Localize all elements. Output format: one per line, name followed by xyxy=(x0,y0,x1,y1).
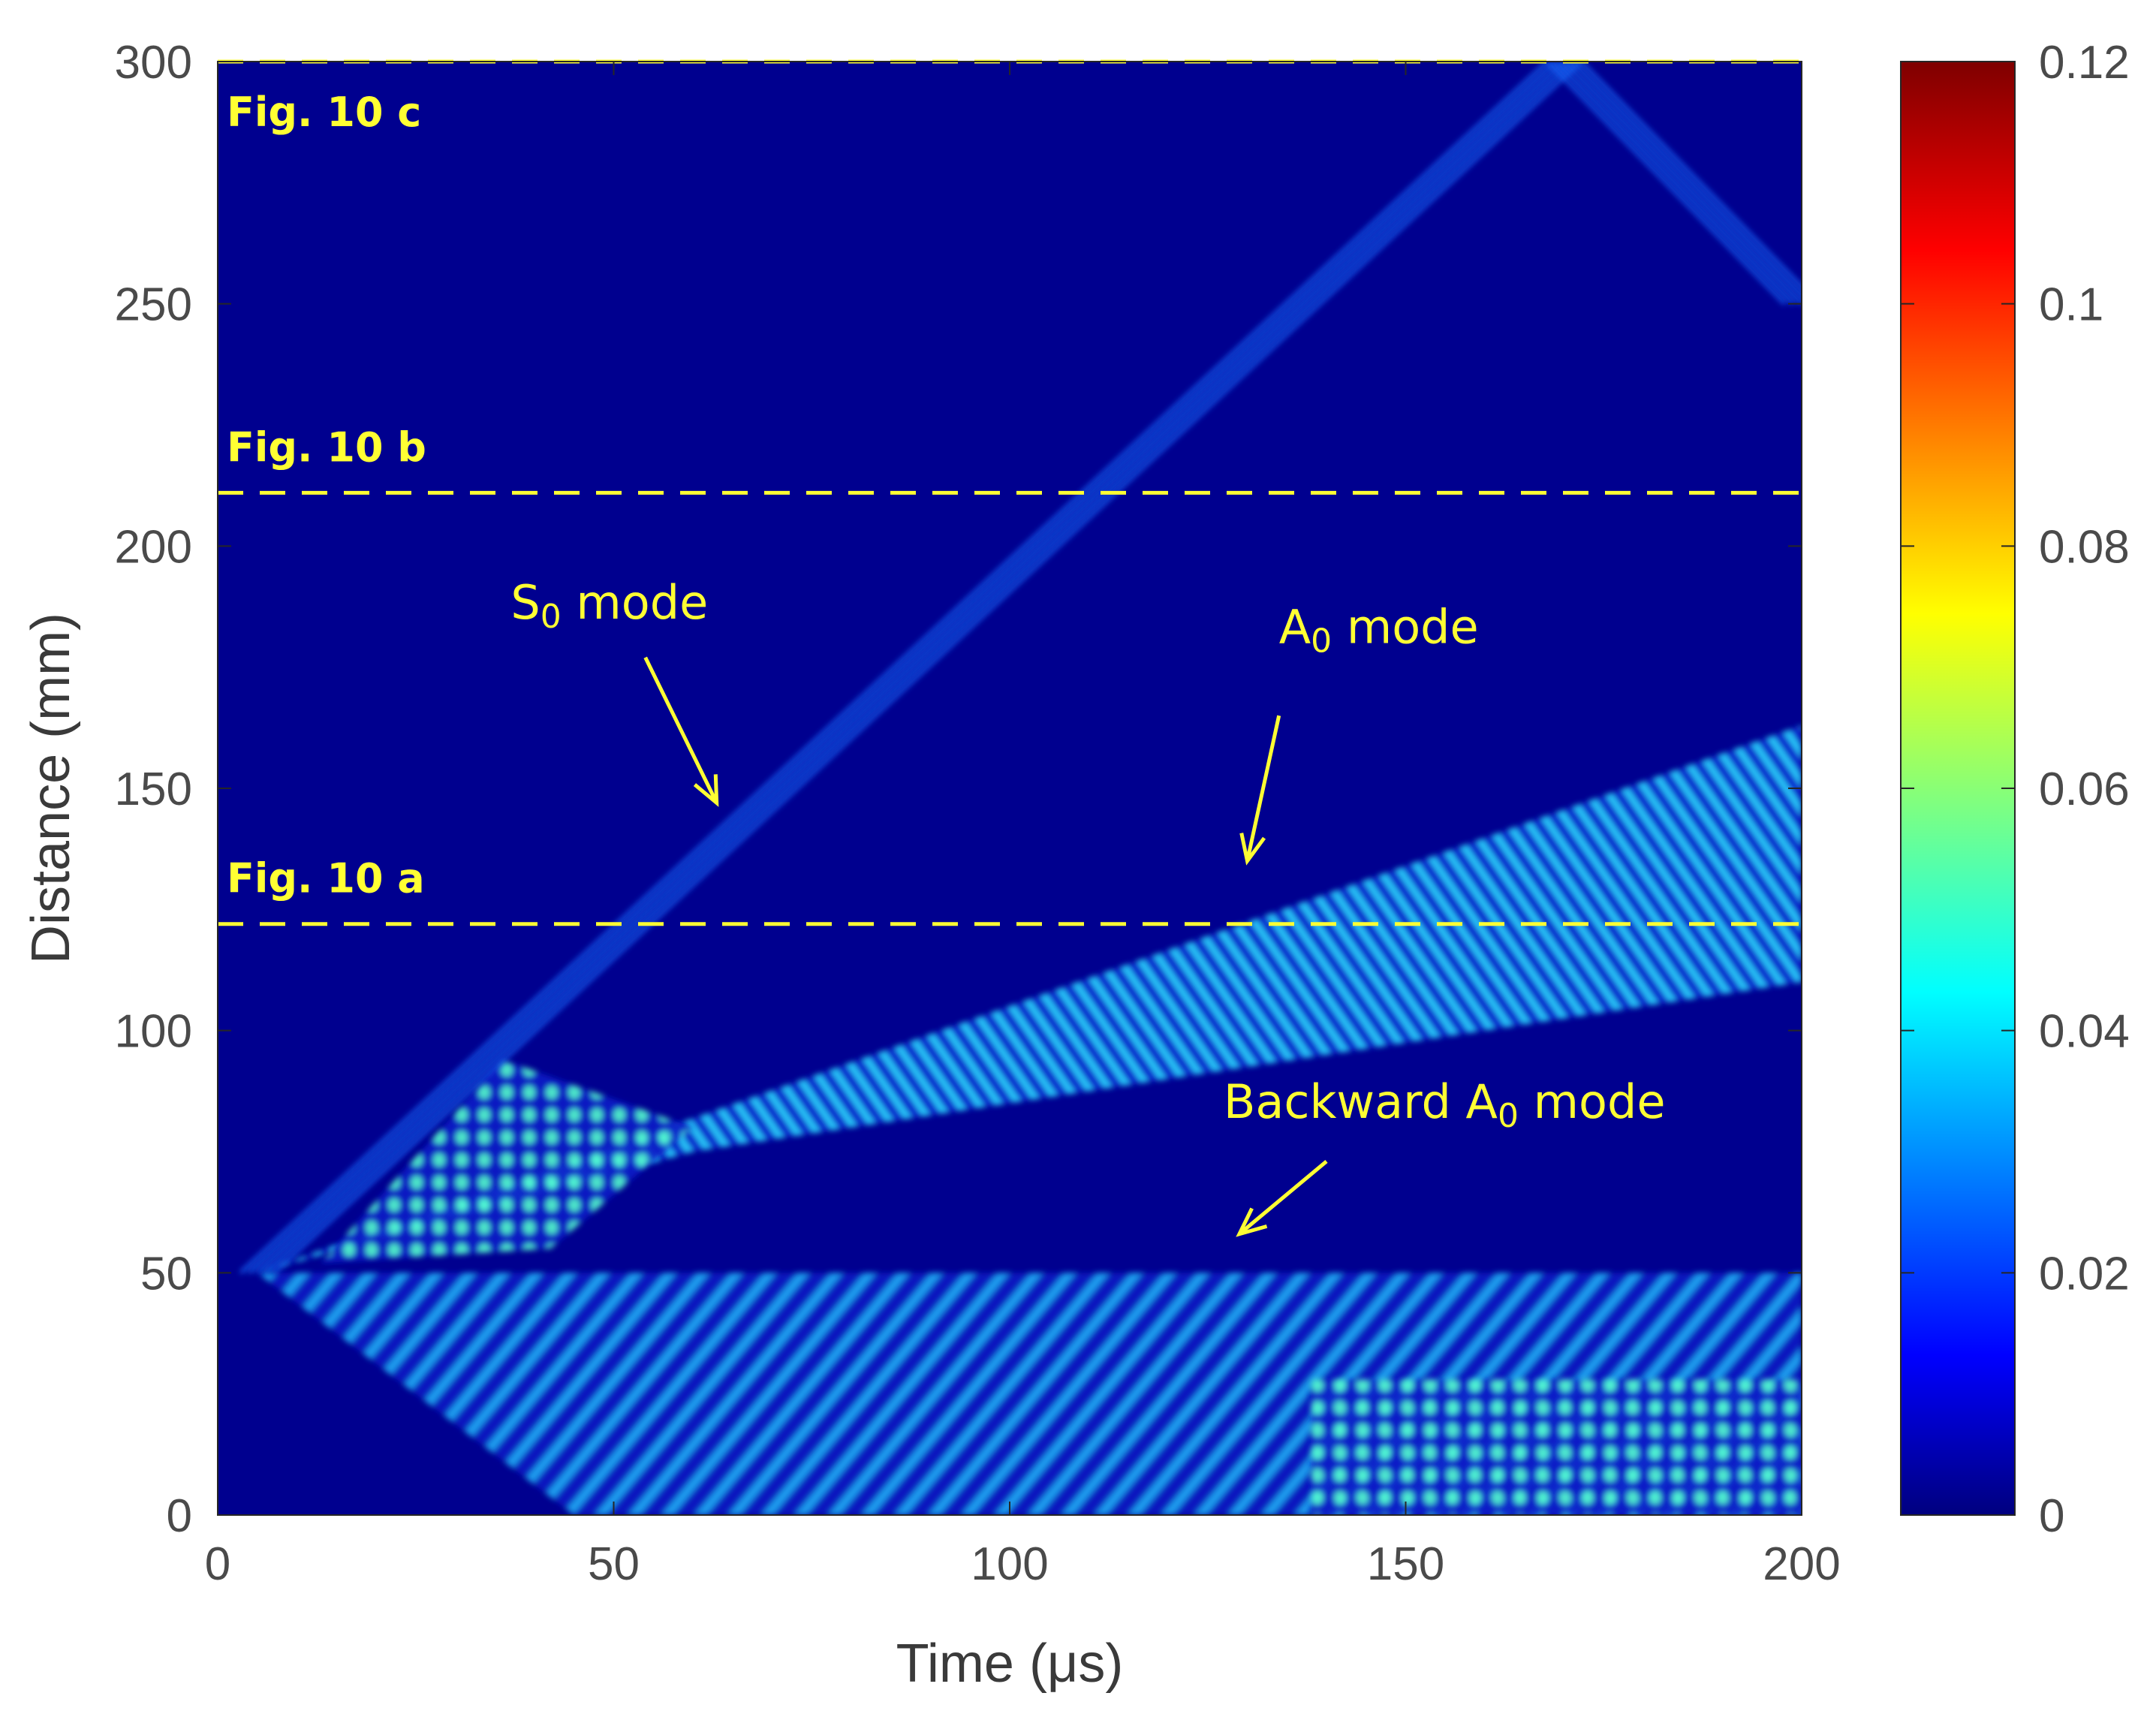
reference-line-label: Fig. 10 a xyxy=(227,855,425,902)
y-tick-label: 300 xyxy=(115,37,192,89)
mode-arrow-head xyxy=(693,774,719,807)
s0-forward-wavefront xyxy=(256,62,1566,1275)
s0-reflected-wavefront xyxy=(1546,62,1787,306)
s0-forward-wavefront xyxy=(273,62,1582,1275)
mode-label: A0 mode xyxy=(1279,599,1479,660)
mode-label-rest: mode xyxy=(1332,599,1479,654)
mode-arrow-head xyxy=(1236,1207,1268,1237)
y-axis: 0 50 100 150 200 250 300 xyxy=(115,37,1802,1542)
colorbar-gradient xyxy=(1900,61,2016,1516)
mode-label-main: Backward A xyxy=(1224,1074,1498,1129)
mode-arrow xyxy=(1245,715,1281,862)
y-axis-title: Distance (mm) xyxy=(21,613,81,964)
mode-label-subscript: 0 xyxy=(1498,1097,1519,1135)
colorbar-tick-label: 0.08 xyxy=(2039,521,2130,573)
s0-reflected-wavefront xyxy=(1554,62,1795,306)
y-tick-label: 200 xyxy=(115,521,192,573)
s0-reflected-wavefront xyxy=(1562,62,1802,306)
colorbar-ticks: 0 0.02 0.04 0.06 0.08 0.1 0.12 xyxy=(1901,37,2130,1542)
mode-arrow xyxy=(643,656,718,804)
s0-forward-wavefront xyxy=(239,62,1549,1275)
mode-label-rest: mode xyxy=(1519,1074,1666,1129)
colorbar-tick-label: 0.06 xyxy=(2039,764,2130,815)
edge-interference-region xyxy=(1310,1379,1802,1515)
mode-label-rest: mode xyxy=(562,575,709,630)
mode-label: S0 mode xyxy=(510,575,708,636)
s0-reflected-wavefront xyxy=(1570,62,1802,299)
mode-label: Backward A0 mode xyxy=(1224,1074,1666,1135)
colorbar-tick-label: 0.1 xyxy=(2039,279,2103,331)
colorbar-tick-label: 0 xyxy=(2039,1490,2064,1542)
s0-forward-wavefront xyxy=(248,62,1558,1275)
mode-arrow-head xyxy=(1239,833,1266,866)
x-tick-label: 50 xyxy=(588,1538,640,1590)
mode-label-main: A xyxy=(1279,599,1311,654)
y-tick-label: 0 xyxy=(167,1490,192,1542)
x-tick-label: 150 xyxy=(1367,1538,1444,1590)
x-axis: 0 50 100 150 200 xyxy=(205,62,1841,1590)
y-tick-label: 50 xyxy=(140,1248,192,1300)
colorbar-tick-label: 0.12 xyxy=(2039,37,2130,89)
x-tick-label: 200 xyxy=(1763,1538,1840,1590)
colorbar-tick-label: 0.04 xyxy=(2039,1006,2130,1058)
reference-line-label: Fig. 10 c xyxy=(227,89,421,136)
s0-forward-wavefront xyxy=(264,62,1574,1275)
s0-reflected-wavefront xyxy=(1579,62,1802,290)
mode-label-subscript: 0 xyxy=(1311,622,1332,660)
colorbar: 0 0.02 0.04 0.06 0.08 0.1 0.12 xyxy=(1900,37,2130,1542)
x-tick-label: 100 xyxy=(971,1538,1048,1590)
x-tick-label: 0 xyxy=(205,1538,230,1590)
colorbar-tick-label: 0.02 xyxy=(2039,1248,2130,1300)
x-axis-title: Time (μs) xyxy=(896,1634,1124,1694)
mode-arrow xyxy=(1238,1159,1328,1236)
mode-label-main: S xyxy=(510,575,540,630)
mode-label-subscript: 0 xyxy=(541,598,562,636)
source-interference-region xyxy=(321,1059,693,1264)
y-tick-label: 150 xyxy=(115,764,192,815)
y-tick-label: 250 xyxy=(115,279,192,331)
y-tick-label: 100 xyxy=(115,1006,192,1058)
reference-line-label: Fig. 10 b xyxy=(227,423,426,471)
